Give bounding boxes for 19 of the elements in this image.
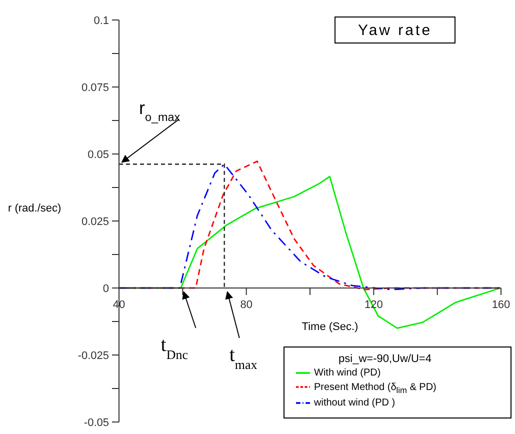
x-tick-label: 160 — [492, 299, 510, 311]
y-tick-label: 0 — [102, 283, 109, 295]
y-axis-title: r (rad./sec) — [8, 202, 62, 215]
legend-title: psi_w=-90,Uw/U=4 — [338, 353, 432, 365]
legend-label: Present Method (δ$_{lim}$ & PD) — [314, 382, 436, 395]
legend-label: without wind (PD ) — [314, 397, 396, 408]
annotation: t$_{Dnc}$ — [160, 334, 188, 362]
y-tick-label: 0.05 — [88, 149, 109, 161]
y-tick-label: -0.025 — [78, 350, 109, 362]
x-tick-label: 80 — [240, 299, 252, 311]
annotation: r$_{o_max}$ — [139, 98, 180, 124]
y-tick-label: 0.025 — [81, 216, 109, 228]
y-tick-label: 0.075 — [81, 82, 109, 94]
chart-title: Yaw rate — [358, 22, 432, 39]
annotation: t$_{max}$ — [229, 344, 258, 372]
y-tick-label: 0.1 — [94, 15, 109, 27]
legend-label: With wind (PD) — [314, 368, 381, 379]
x-axis-title: Time (Sec.) — [302, 321, 358, 333]
y-tick-label: -0.05 — [84, 417, 109, 429]
